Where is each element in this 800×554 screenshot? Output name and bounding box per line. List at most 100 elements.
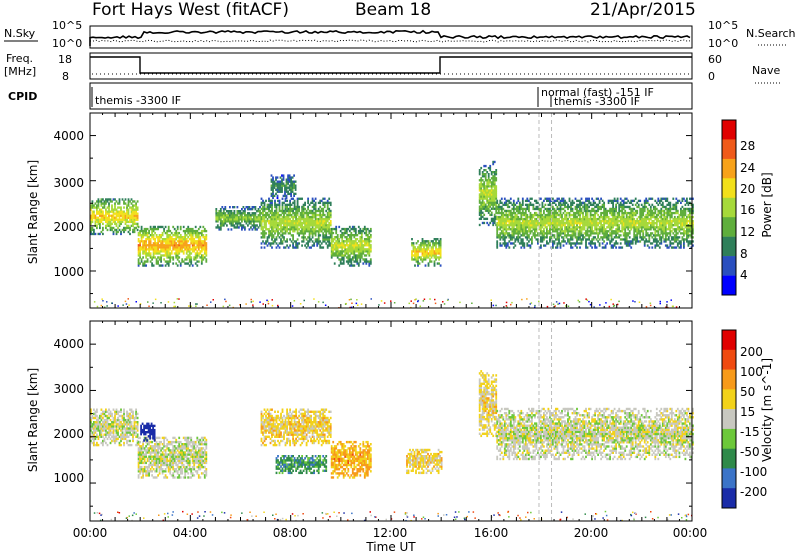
heatmap-cell-power: [430, 256, 433, 259]
heatmap-cell-power: [526, 217, 529, 221]
heatmap-cell-power: [266, 240, 269, 243]
heatmap-cell-power: [603, 234, 606, 237]
heatmap-cell-power: [281, 211, 284, 215]
heatmap-cell-power: [325, 232, 328, 235]
heatmap-cell-power: [135, 210, 138, 213]
heatmap-cell-power: [618, 226, 621, 229]
heatmap-cell-power: [549, 209, 551, 213]
heatmap-cell-power: [598, 230, 601, 233]
heatmap-cell-power: [424, 256, 427, 259]
heatmap-cell-power: [342, 242, 345, 245]
heatmap-cell-power: [133, 204, 136, 207]
heatmap-cell-power: [111, 216, 113, 219]
heatmap-cell-power: [580, 230, 583, 233]
heatmap-cell-power: [483, 164, 486, 168]
heatmap-cell-power: [160, 256, 163, 259]
heatmap-cell-power: [514, 215, 517, 219]
heatmap-cell-power: [633, 220, 636, 223]
heatmap-cell-power: [667, 220, 670, 223]
heatmap-cell-power: [199, 225, 202, 229]
heatmap-cell-power: [549, 215, 551, 219]
heatmap-cell-power: [292, 228, 295, 231]
heatmap-cell-power: [348, 240, 351, 243]
heatmap-cell-power: [630, 211, 633, 215]
heatmap-cell-power: [347, 244, 350, 247]
heatmap-cell-power: [609, 217, 612, 221]
heatmap-cell-power: [256, 224, 258, 227]
heatmap-cell-power: [149, 234, 152, 237]
heatmap-cell-power: [167, 229, 170, 233]
heatmap-cell-power: [496, 217, 499, 221]
heatmap-cell-power: [200, 250, 203, 253]
heatmap-cell-power: [190, 242, 193, 245]
heatmap-cell-power: [226, 214, 228, 217]
heatmap-cell-power: [357, 264, 360, 267]
heatmap-cell-power: [296, 232, 299, 235]
heatmap-cell-power: [311, 213, 314, 217]
heatmap-cell-power: [290, 220, 293, 223]
heatmap-cell-power: [230, 216, 233, 219]
heatmap-cell-power: [478, 185, 481, 188]
heatmap-cell-power: [289, 209, 292, 213]
heatmap-cell-power: [511, 207, 514, 211]
heatmap-cell-power: [577, 238, 580, 241]
heatmap-cell-power: [544, 226, 547, 229]
heatmap-cell-power: [353, 248, 356, 251]
heatmap-cell-power: [360, 256, 363, 259]
heatmap-cell-power: [586, 209, 589, 213]
heatmap-cell-power: [670, 226, 673, 229]
heatmap-cell-power: [689, 234, 691, 237]
heatmap-cell-power: [484, 164, 487, 168]
heatmap-cell-power: [676, 222, 679, 225]
heatmap-cell-power: [179, 234, 182, 237]
heatmap-cell-power: [275, 209, 278, 213]
heatmap-cell-power: [91, 228, 94, 232]
heatmap-cell-power: [511, 242, 514, 245]
heatmap-cell-power: [179, 248, 182, 251]
heatmap-cell-power: [649, 215, 652, 219]
heatmap-cell-power: [329, 201, 332, 205]
heatmap-cell-power: [226, 218, 228, 221]
heatmap-cell-power: [179, 242, 182, 245]
heatmap-cell-power: [517, 224, 520, 227]
heatmap-cell-power: [356, 246, 359, 249]
heatmap-cell-power: [151, 262, 154, 265]
heatmap-cell-power: [341, 244, 344, 247]
heatmap-cell-power: [576, 211, 578, 215]
heatmap-cell-power: [283, 220, 285, 223]
heatmap-cell-power: [257, 220, 260, 223]
heatmap-cell-power: [161, 238, 164, 241]
heatmap-cell-power: [163, 246, 166, 249]
heatmap-cell-power: [351, 248, 354, 251]
heatmap-cell-power: [439, 246, 442, 249]
heatmap-cell-power: [149, 260, 152, 263]
heatmap-cell-power: [307, 197, 310, 200]
heatmap-cell-power: [172, 238, 175, 241]
heatmap-cell-power: [681, 232, 684, 235]
heatmap-cell-power: [330, 244, 333, 247]
heatmap-cell-power: [515, 236, 518, 239]
heatmap-cell-power: [139, 229, 142, 233]
heatmap-cell-power: [552, 215, 554, 219]
heatmap-cell-power: [244, 218, 246, 221]
heatmap-cell-power: [689, 228, 691, 231]
heatmap-cell-power: [508, 199, 511, 203]
heatmap-cell-power: [369, 246, 372, 249]
heatmap-cell-power: [553, 213, 556, 217]
heatmap-cell-power: [592, 232, 595, 235]
heatmap-cell-power: [178, 248, 181, 251]
heatmap-cell-power: [163, 227, 166, 231]
heatmap-cell-power: [120, 230, 122, 234]
heatmap-cell-power: [639, 232, 642, 235]
heatmap-cell-power: [323, 201, 326, 205]
heatmap-cell-power: [248, 216, 251, 219]
heatmap-cell-power: [167, 236, 170, 239]
heatmap-cell-power: [93, 206, 95, 209]
heatmap-cell-power: [655, 238, 658, 241]
heatmap-cell-power: [215, 210, 218, 213]
heatmap-cell-power: [672, 211, 675, 215]
heatmap-cell-power: [411, 238, 413, 241]
heatmap-cell-power: [523, 232, 526, 235]
heatmap-cell-power: [571, 236, 574, 239]
heatmap-cell-power: [634, 228, 637, 231]
